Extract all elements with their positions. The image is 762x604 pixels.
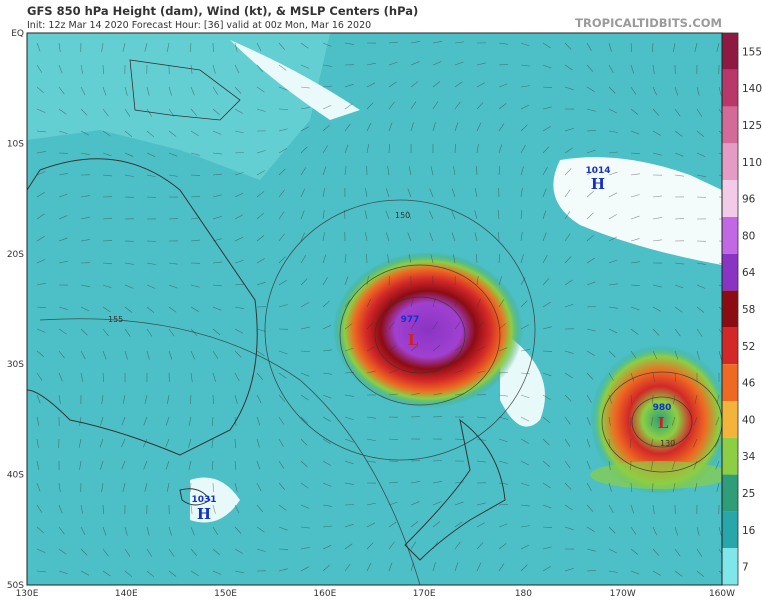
colorbar-swatch [722, 217, 738, 254]
center-symbol: L [408, 331, 419, 349]
colorbar-swatch [722, 401, 738, 438]
colorbar-swatch [722, 107, 738, 144]
colorbar-label: 46 [742, 378, 756, 390]
lat-label: 20S [7, 250, 24, 260]
lon-label: 180 [515, 589, 532, 599]
lon-label: 160W [709, 589, 735, 599]
colorbar-swatch [722, 438, 738, 475]
lon-label: 170E [413, 589, 436, 599]
lat-label: 40S [7, 471, 24, 481]
colorbar-label: 140 [742, 83, 762, 95]
colorbar-label: 155 [742, 46, 762, 58]
contour-label: 130 [660, 439, 675, 448]
colorbar-label: 16 [742, 525, 756, 537]
center-pressure: 1031 [191, 495, 216, 505]
colorbar-swatch [722, 143, 738, 180]
lat-label: 30S [7, 360, 24, 370]
colorbar-swatch [722, 180, 738, 217]
colorbar-swatch [722, 291, 738, 328]
lon-label: 140E [115, 589, 138, 599]
colorbar-label: 80 [742, 230, 755, 242]
center-pressure: 977 [401, 315, 420, 325]
center-symbol: L [658, 414, 669, 432]
colorbar-swatch [722, 511, 738, 548]
title: GFS 850 hPa Height (dam), Wind (kt), & M… [27, 4, 418, 18]
center-symbol: H [591, 175, 605, 193]
colorbar-swatch [722, 70, 738, 107]
colorbar-label: 96 [742, 194, 756, 206]
contour-label: 150 [395, 211, 410, 220]
colorbar-swatch [722, 254, 738, 291]
colorbar-label: 40 [742, 414, 755, 426]
colorbar-label: 34 [742, 451, 756, 463]
center-pressure: 980 [653, 403, 672, 413]
colorbar-swatch [722, 33, 738, 70]
colorbar-label: 64 [742, 267, 756, 279]
lon-label: 130E [16, 589, 39, 599]
colorbar-swatch [722, 364, 738, 401]
colorbar-swatch [722, 475, 738, 512]
colorbar-swatch [722, 327, 738, 364]
colorbar-label: 125 [742, 120, 762, 132]
colorbar-label: 110 [742, 157, 762, 169]
init-line: Init: 12z Mar 14 2020 Forecast Hour: [36… [27, 20, 371, 31]
lat-label: EQ [11, 29, 24, 39]
colorbar-label: 7 [742, 562, 749, 574]
lat-label: 10S [7, 139, 24, 149]
map [27, 33, 730, 585]
center-symbol: H [197, 505, 211, 523]
lon-label: 150E [214, 589, 237, 599]
lon-label: 160E [313, 589, 336, 599]
colorbar-label: 58 [742, 304, 755, 316]
contour-label: 155 [108, 315, 123, 324]
colorbar-label: 52 [742, 341, 755, 353]
colorbar-label: 25 [742, 488, 755, 500]
colorbar-swatch [722, 548, 738, 585]
lon-label: 170W [610, 589, 636, 599]
brand: TROPICALTIDBITS.COM [575, 16, 722, 30]
